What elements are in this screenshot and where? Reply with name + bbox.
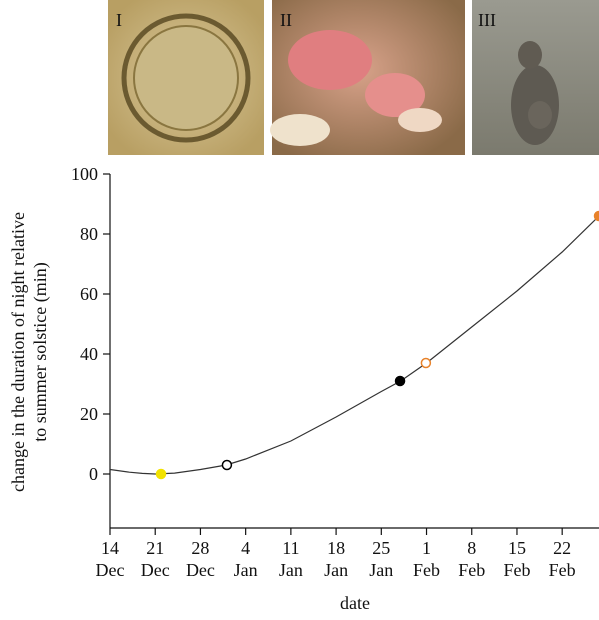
x-tick-label: 21 Dec (141, 538, 170, 580)
y-tick-label: 60 (80, 284, 98, 304)
x-tick-label: 11 Jan (279, 538, 303, 580)
x-axis-label: date (340, 593, 370, 613)
x-tick-label: 14 Dec (96, 538, 125, 580)
y-axis-label-line: to summer solstice (min) (30, 262, 51, 441)
panel-photo-2: II (270, 0, 465, 155)
x-tick-label: 1 Feb (413, 538, 440, 580)
panel-photo-3: III (472, 0, 599, 155)
marker (221, 459, 233, 471)
x-tick-label: 25 Jan (369, 538, 393, 580)
y-tick-label: 0 (89, 464, 98, 484)
x-tick-label: 28 Dec (186, 538, 215, 580)
marker (155, 468, 167, 480)
panel-label: II (280, 10, 292, 30)
y-tick-label: 100 (71, 164, 98, 184)
y-axis-label-line: change in the duration of night relative (8, 212, 28, 492)
y-tick-label: 20 (80, 404, 98, 424)
x-tick-label: 15 Feb (503, 538, 530, 580)
panel-label: III (478, 10, 496, 30)
marker (420, 357, 432, 369)
x-tick-label: 4 Jan (234, 538, 258, 580)
marker (394, 375, 406, 387)
marker (593, 210, 599, 222)
panel-photo-1: I (108, 0, 264, 155)
x-tick-label: 8 Feb (458, 538, 485, 580)
y-axis-label: change in the duration of night relative… (8, 212, 51, 492)
curve (110, 215, 599, 475)
x-tick-label: 18 Jan (324, 538, 348, 580)
x-tick-label: 22 Feb (549, 538, 576, 580)
panel-label: I (116, 10, 122, 30)
y-tick-label: 40 (80, 344, 98, 364)
y-tick-label: 80 (80, 224, 98, 244)
